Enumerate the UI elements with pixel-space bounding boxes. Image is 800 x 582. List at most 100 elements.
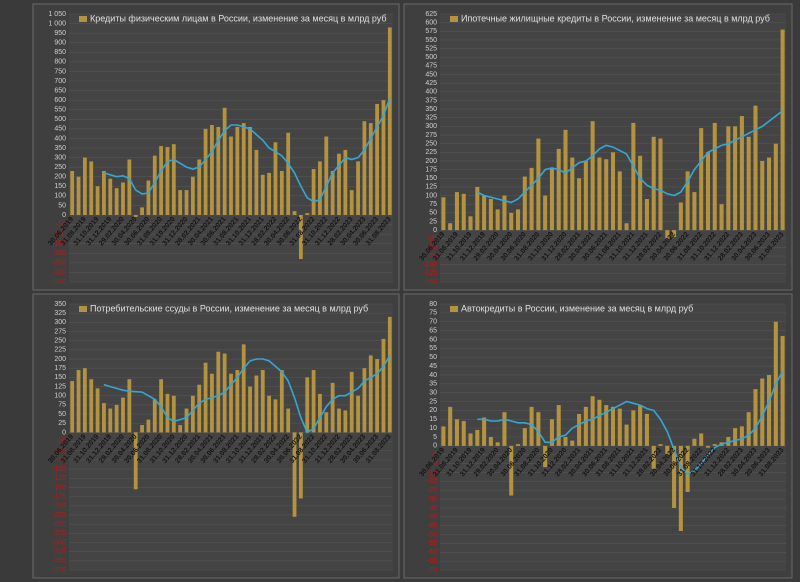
- bar: [597, 399, 602, 446]
- legend-label: Автокредиты в России, изменение за месяц…: [461, 303, 693, 313]
- y-tick-label: -300: [52, 539, 66, 546]
- bar: [184, 190, 189, 215]
- legend-swatch: [79, 16, 87, 22]
- bar: [171, 395, 176, 433]
- y-tick-label: 75: [429, 310, 437, 317]
- y-tick-label: -100: [423, 262, 437, 269]
- y-tick-label: 325: [425, 115, 437, 122]
- bar: [235, 370, 240, 433]
- y-tick-label: 25: [58, 420, 66, 427]
- bar: [590, 396, 595, 446]
- bar: [746, 136, 751, 231]
- y-tick-label: 55: [429, 345, 437, 352]
- y-tick-label: 30: [429, 390, 437, 397]
- bar: [651, 445, 656, 469]
- y-tick-label: -150: [423, 279, 437, 286]
- bar: [108, 408, 113, 433]
- bar: [241, 123, 246, 215]
- bar: [362, 121, 367, 215]
- y-tick-label: 150: [54, 374, 66, 381]
- bar: [488, 437, 493, 446]
- y-tick-label: -225: [52, 512, 66, 519]
- y-tick-label: -55: [427, 540, 437, 547]
- bar: [780, 29, 785, 231]
- bar: [248, 126, 252, 215]
- y-tick-label: 15: [429, 416, 437, 423]
- bar: [556, 405, 561, 446]
- y-tick-label: -125: [52, 475, 66, 482]
- bar: [495, 442, 500, 446]
- y-tick-label: 125: [425, 184, 437, 191]
- bar: [685, 171, 690, 231]
- bar: [549, 167, 554, 231]
- y-tick-label: -325: [52, 548, 66, 555]
- y-tick-label: 300: [54, 154, 66, 161]
- legend-label: Ипотечные жилищные кредиты в России, изм…: [461, 13, 770, 23]
- bar: [362, 368, 367, 433]
- bar: [699, 433, 704, 446]
- y-tick-label: -20: [427, 478, 437, 485]
- bar: [590, 121, 595, 231]
- bar: [159, 146, 164, 215]
- bar: [556, 148, 561, 231]
- bar: [502, 412, 507, 446]
- bar: [133, 215, 138, 217]
- bar: [140, 207, 144, 215]
- bar: [210, 373, 214, 433]
- bar: [311, 370, 316, 433]
- y-tick-label: 525: [425, 45, 437, 52]
- bar: [286, 408, 291, 433]
- bar: [102, 170, 106, 215]
- bar: [454, 419, 459, 446]
- y-tick-label: 5: [433, 434, 437, 441]
- bar: [184, 408, 189, 433]
- bar: [468, 433, 473, 446]
- y-tick-label: 900: [54, 40, 66, 47]
- bar: [356, 161, 360, 215]
- y-tick-label: 400: [425, 89, 437, 96]
- bar: [488, 199, 493, 231]
- bar: [495, 209, 500, 231]
- bar: [441, 197, 446, 231]
- y-tick-label: 450: [54, 126, 66, 133]
- y-tick-label: -250: [52, 260, 66, 267]
- bar: [133, 432, 138, 490]
- y-tick-label: 250: [425, 141, 437, 148]
- bar: [368, 355, 373, 433]
- bar: [733, 126, 738, 231]
- bar: [254, 375, 259, 433]
- bar: [70, 381, 75, 433]
- bar: [685, 445, 690, 492]
- bar: [95, 388, 100, 433]
- bar: [746, 412, 751, 446]
- bar: [529, 167, 534, 231]
- bar: [82, 157, 87, 215]
- y-tick-label: -75: [427, 253, 437, 260]
- bar: [638, 405, 643, 446]
- y-tick-label: 70: [429, 319, 437, 326]
- y-tick-label: 200: [54, 356, 66, 363]
- bar: [114, 188, 119, 215]
- bar: [210, 125, 214, 215]
- bar: [305, 377, 310, 433]
- bar: [753, 105, 758, 231]
- bar: [165, 393, 170, 433]
- bar: [577, 178, 582, 231]
- y-tick-label: 350: [54, 145, 66, 152]
- y-tick-label: 45: [429, 363, 437, 370]
- bar: [780, 335, 785, 446]
- bar: [549, 419, 554, 446]
- bar: [190, 395, 195, 433]
- y-tick-label: 175: [54, 365, 66, 372]
- bar: [305, 213, 310, 215]
- bar: [381, 338, 386, 433]
- bar: [529, 406, 534, 446]
- bar: [241, 344, 246, 433]
- bar: [267, 172, 272, 215]
- y-tick-label: 250: [54, 338, 66, 345]
- y-tick-label: 25: [429, 218, 437, 225]
- trend-line: [103, 355, 391, 434]
- bar: [70, 170, 75, 215]
- bar: [692, 438, 697, 446]
- y-tick-label: 500: [425, 54, 437, 61]
